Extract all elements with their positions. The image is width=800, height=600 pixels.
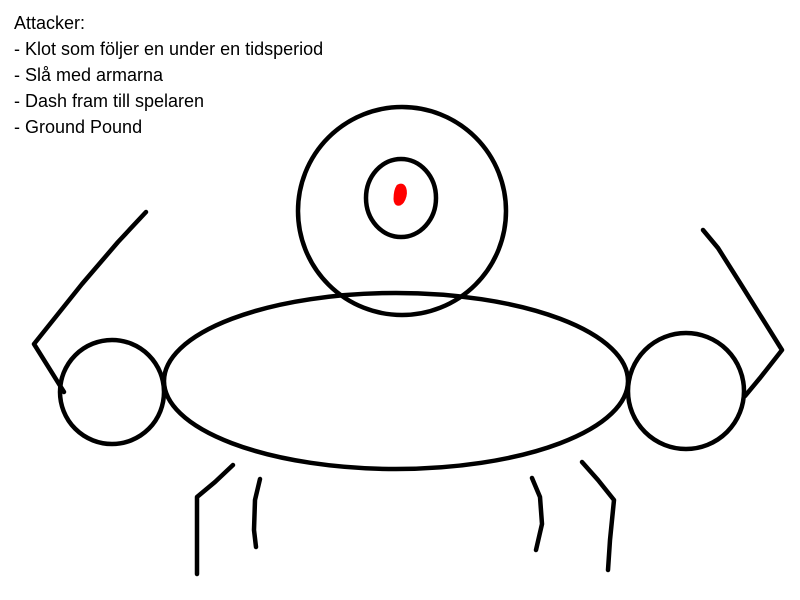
attack-item-arm-slam: - Slå med armarna [14, 65, 164, 85]
leg-inner-right [529, 475, 545, 553]
right-arm [700, 227, 785, 399]
right-shoulder [625, 330, 747, 452]
creature-eye [363, 156, 439, 240]
notes-heading: Attacker: [14, 13, 86, 33]
attack-notes: Attacker: - Klot som följer en under en … [14, 10, 323, 140]
leg-inner-left [251, 476, 263, 550]
creature-pupil [393, 183, 407, 206]
leg-outer-left [194, 462, 236, 577]
leg-outer-right [579, 459, 617, 573]
creature-body [161, 290, 631, 472]
left-arm [31, 209, 149, 395]
attack-item-dash: - Dash fram till spelaren [14, 91, 205, 111]
attack-item-orb: - Klot som följer en under en tidsperiod [14, 39, 324, 59]
creature-head [295, 104, 509, 318]
attack-item-ground-pound: - Ground Pound [14, 117, 143, 137]
left-shoulder [57, 337, 167, 447]
